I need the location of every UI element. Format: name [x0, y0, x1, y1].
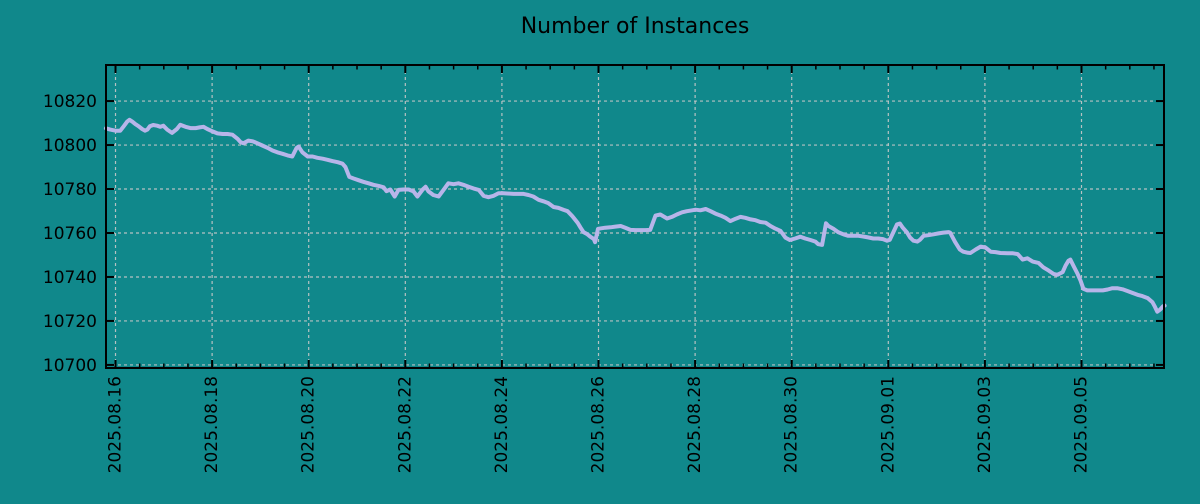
y-tick-label: 10800 — [43, 136, 97, 156]
y-tick-label: 10780 — [43, 180, 97, 200]
y-tick-label: 10760 — [43, 224, 97, 244]
plot-border — [105, 64, 1165, 369]
x-tick-label: 2025.09.03 — [975, 376, 995, 473]
x-tick-label: 2025.08.18 — [202, 376, 222, 473]
x-tick-label: 2025.08.28 — [685, 376, 705, 473]
x-tick-label: 2025.08.16 — [106, 376, 126, 473]
x-tick-label: 2025.08.30 — [782, 376, 802, 473]
chart-title: Number of Instances — [520, 14, 750, 39]
x-tick-label: 2025.08.22 — [395, 376, 415, 473]
x-tick-label: 2025.08.20 — [299, 376, 319, 473]
x-tick-label: 2025.09.05 — [1072, 376, 1092, 473]
x-tick-label: 2025.08.24 — [492, 376, 512, 473]
y-tick-label: 10700 — [43, 356, 97, 376]
data-series-line — [103, 117, 1167, 314]
y-tick-label: 10820 — [43, 92, 97, 112]
y-tick-label: 10720 — [43, 312, 97, 332]
x-tick-label: 2025.09.01 — [878, 376, 898, 473]
y-tick-label: 10740 — [43, 268, 97, 288]
x-tick-label: 2025.08.26 — [589, 376, 609, 473]
